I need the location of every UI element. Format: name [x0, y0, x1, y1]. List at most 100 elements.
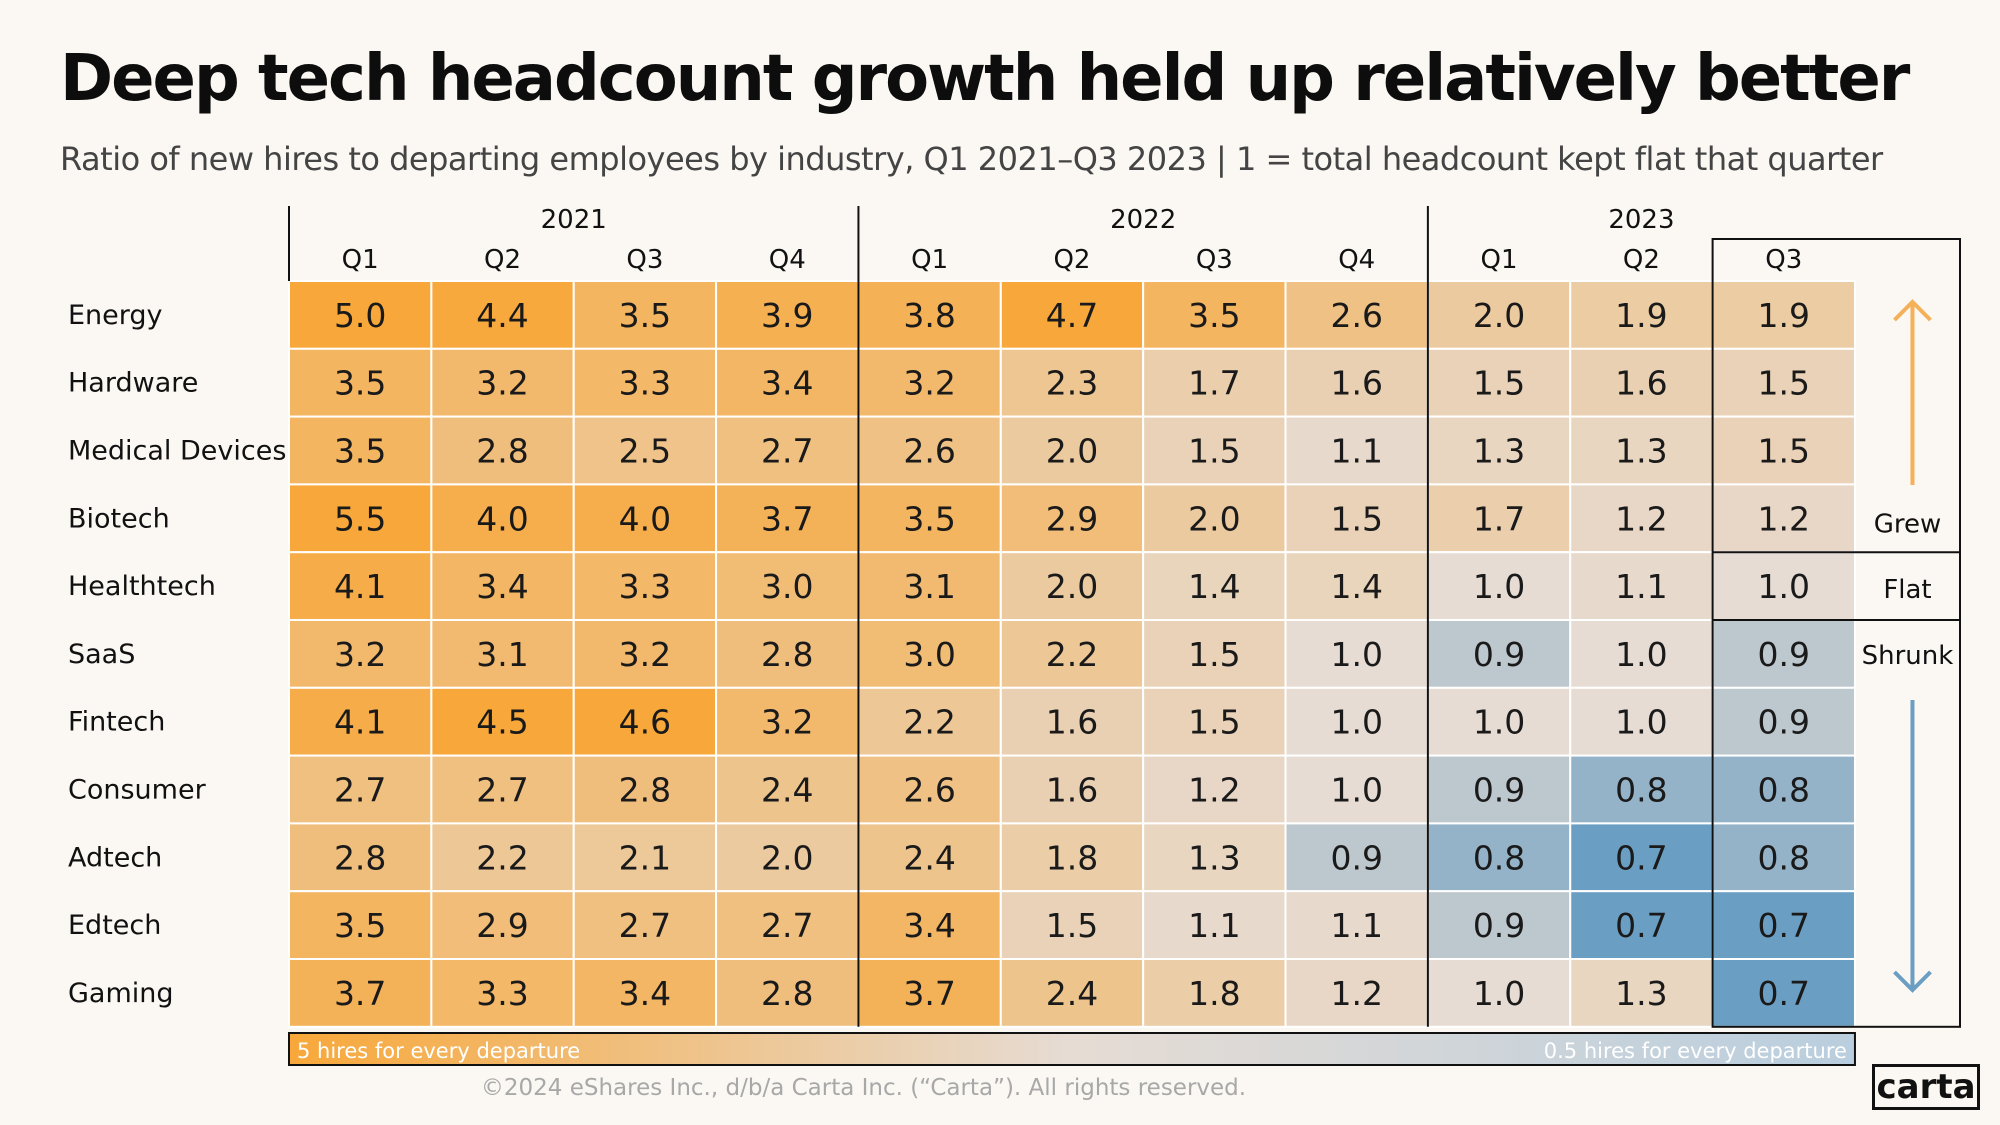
heatmap-cell — [1569, 415, 1714, 486]
heatmap-cell — [999, 415, 1145, 486]
heatmap-cell — [1426, 686, 1572, 757]
heatmap-cell — [1569, 551, 1714, 622]
cell-value: 2.1 — [619, 838, 671, 877]
cell-value: 3.2 — [334, 635, 386, 674]
cell-value: 1.7 — [1188, 364, 1240, 403]
cell-value: 2.4 — [903, 838, 955, 877]
cell-value: 4.0 — [619, 499, 671, 538]
heatmap-cell — [288, 347, 433, 418]
cell-value: 1.5 — [1188, 635, 1240, 674]
heatmap-cell — [857, 958, 1002, 1028]
heatmap-cell — [999, 619, 1145, 689]
cell-value: 1.9 — [1758, 296, 1810, 335]
cell-value: 2.7 — [334, 771, 386, 810]
row-label: Medical Devices — [68, 436, 286, 467]
arrow-up-icon — [1893, 299, 1932, 322]
cell-value: 4.1 — [334, 567, 386, 606]
cell-value: 2.0 — [1046, 432, 1098, 471]
heatmap-cell — [1569, 347, 1714, 418]
heatmap-cell — [1711, 754, 1856, 825]
cell-value: 1.0 — [1615, 635, 1667, 674]
cell-value: 1.5 — [1046, 906, 1098, 945]
cell-value: 1.9 — [1615, 296, 1667, 335]
heatmap-cell — [1426, 958, 1572, 1028]
heatmap-cell — [1569, 280, 1714, 350]
cell-value: 1.2 — [1330, 974, 1382, 1013]
cell-value: 1.5 — [1758, 364, 1810, 403]
row-label: Fintech — [68, 707, 165, 738]
heatmap-cell — [857, 551, 1002, 622]
heatmap-cell — [999, 822, 1145, 893]
heatmap-cells: Energy 5.0 4.4 3.5 3.9 3.8 4.7 3.5 2.6 2.0 1.9 1.9 H… — [68, 280, 1856, 1028]
heatmap-cell — [572, 551, 718, 622]
cell-value: 1.6 — [1046, 771, 1098, 810]
cell-value: 2.2 — [903, 703, 955, 742]
heatmap-cell — [430, 754, 575, 825]
page-subtitle: Ratio of new hires to departing employee… — [60, 140, 1883, 178]
cell-value: 4.7 — [1046, 296, 1098, 335]
heatmap-cell — [572, 958, 718, 1028]
heatmap-cell — [857, 415, 1002, 486]
heatmap-cell — [1142, 619, 1287, 689]
copyright-footer: ©2024 eShares Inc., d/b/a Carta Inc. (“C… — [480, 1075, 1247, 1101]
heatmap-cell — [1142, 754, 1287, 825]
heatmap-cell — [999, 551, 1145, 622]
cell-value: 1.4 — [1188, 567, 1240, 606]
cell-value: 2.8 — [334, 838, 386, 877]
cell-value: 4.0 — [476, 499, 528, 538]
heatmap-cell — [999, 347, 1145, 418]
heatmap-cell — [288, 415, 433, 486]
heatmap-cell — [1284, 280, 1429, 350]
heatmap-cell — [1284, 619, 1429, 689]
shrunk-label: Shrunk — [1862, 641, 1954, 671]
cell-value: 0.9 — [1330, 838, 1382, 877]
year-label: 2023 — [1608, 205, 1674, 235]
cell-value: 1.2 — [1758, 499, 1810, 538]
cell-value: 0.8 — [1758, 771, 1810, 810]
heatmap-overlay: Q1 Q2 Q3 Q4 Q1 Q2 Q3 Q4 Q1 Q2 Q3 2021 2022 2023 Grew Fl… — [288, 205, 1961, 1066]
page-title: Deep tech headcount growth held up relat… — [60, 42, 1910, 116]
cell-value: 1.8 — [1188, 974, 1240, 1013]
heatmap-cell — [288, 958, 433, 1028]
cell-value: 2.9 — [476, 906, 528, 945]
cell-value: 1.1 — [1330, 432, 1382, 471]
cell-value: 1.5 — [1473, 364, 1525, 403]
cell-value: 3.3 — [619, 567, 671, 606]
cell-value: 3.7 — [903, 974, 955, 1013]
heatmap-cell — [857, 280, 1002, 350]
heatmap-cell — [1426, 483, 1572, 554]
cell-value: 4.5 — [476, 703, 528, 742]
carta-logo: carta — [1872, 1064, 1980, 1110]
legend-left-label: 5 hires for every departure — [297, 1039, 580, 1063]
cell-value: 1.6 — [1615, 364, 1667, 403]
cell-value: 2.4 — [1046, 974, 1098, 1013]
heatmap-cell — [1569, 483, 1714, 554]
cell-value: 2.6 — [903, 432, 955, 471]
heatmap-cell — [1284, 822, 1429, 893]
cell-value: 2.8 — [761, 974, 813, 1013]
cell-value: 3.7 — [761, 499, 813, 538]
grew-label: Grew — [1874, 509, 1942, 539]
cell-value: 3.4 — [476, 567, 528, 606]
cell-value: 2.8 — [619, 771, 671, 810]
cell-value: 2.9 — [1046, 499, 1098, 538]
row-label: SaaS — [68, 639, 135, 670]
cell-value: 0.7 — [1615, 838, 1667, 877]
cell-value: 2.7 — [761, 906, 813, 945]
cell-value: 3.4 — [903, 906, 955, 945]
cell-value: 1.3 — [1615, 974, 1667, 1013]
cell-value: 3.5 — [334, 432, 386, 471]
cell-value: 3.9 — [761, 296, 813, 335]
heatmap-cell — [1284, 958, 1429, 1028]
cell-value: 3.0 — [761, 567, 813, 606]
cell-value: 3.5 — [334, 906, 386, 945]
arrow-down-icon — [1893, 970, 1932, 993]
heatmap-cell — [572, 347, 718, 418]
cell-value: 2.3 — [1046, 364, 1098, 403]
heatmap-cell — [715, 280, 860, 350]
heatmap-cell — [1284, 890, 1429, 961]
cell-value: 3.0 — [903, 635, 955, 674]
cell-value: 3.2 — [761, 703, 813, 742]
cell-value: 3.1 — [476, 635, 528, 674]
row-label: Hardware — [68, 368, 198, 399]
